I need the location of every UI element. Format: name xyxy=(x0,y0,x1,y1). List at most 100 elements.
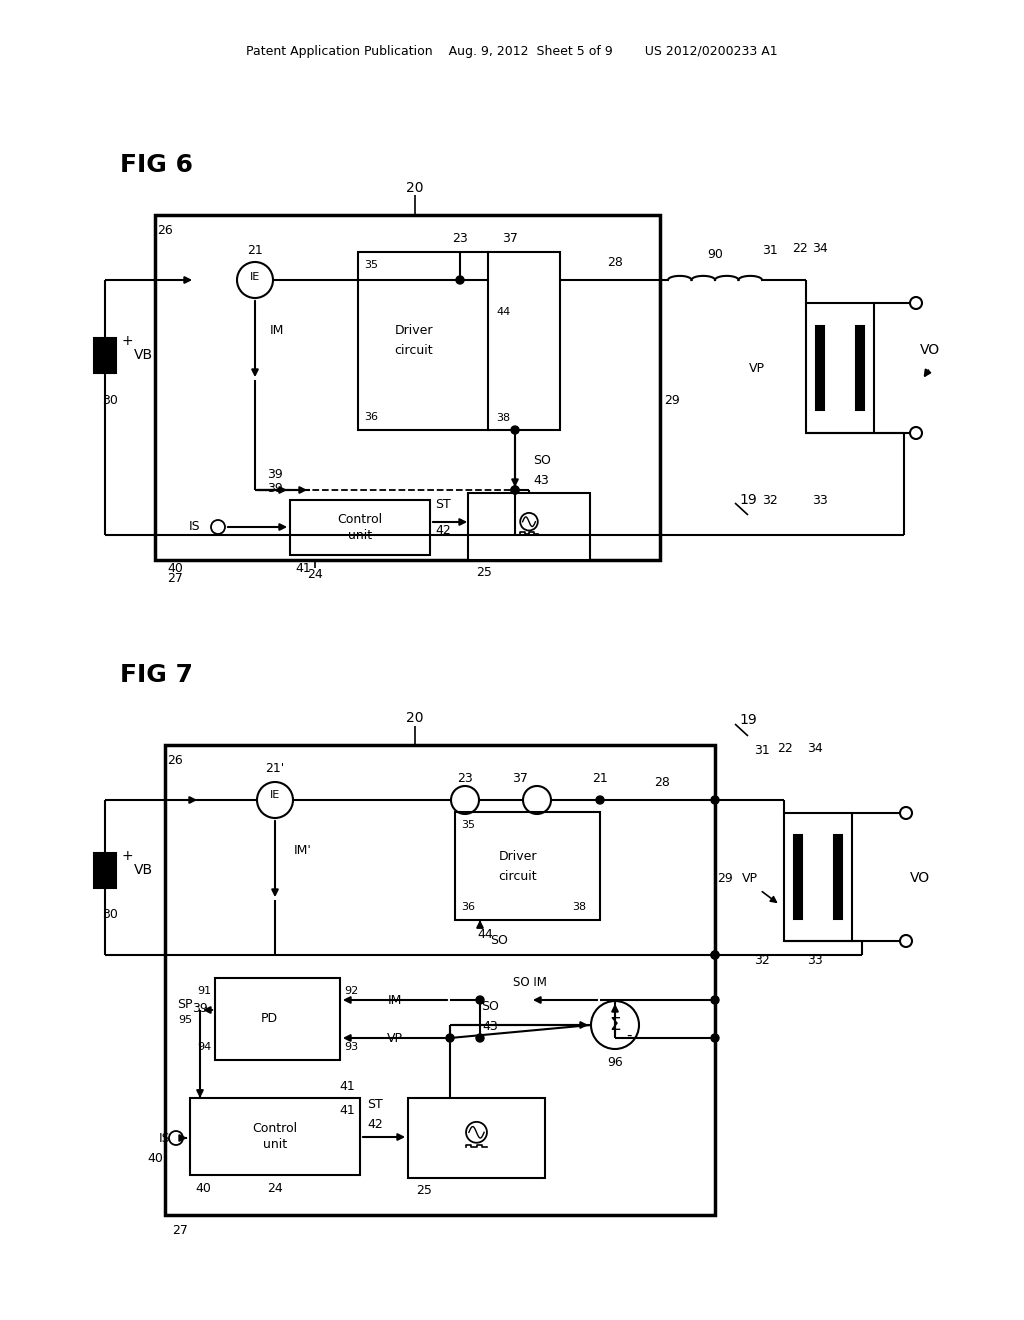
Bar xyxy=(94,853,116,887)
Text: 32: 32 xyxy=(754,953,770,966)
Text: 26: 26 xyxy=(167,754,183,767)
Text: 38: 38 xyxy=(571,902,586,912)
Text: 43: 43 xyxy=(482,1020,498,1034)
Text: 21: 21 xyxy=(247,243,263,256)
Text: IS: IS xyxy=(189,520,201,533)
Text: SO IM: SO IM xyxy=(513,977,547,990)
Bar xyxy=(358,252,490,430)
Text: VP: VP xyxy=(749,362,765,375)
Text: 96: 96 xyxy=(607,1056,623,1069)
Text: IM: IM xyxy=(388,994,402,1006)
Circle shape xyxy=(596,796,604,804)
Text: 32: 32 xyxy=(762,494,778,507)
Text: ST: ST xyxy=(368,1098,383,1111)
Text: 22: 22 xyxy=(793,242,808,255)
Bar xyxy=(816,326,824,411)
Text: IE: IE xyxy=(250,272,260,282)
Text: IS: IS xyxy=(159,1131,170,1144)
Bar xyxy=(408,1098,545,1177)
Text: 22: 22 xyxy=(777,742,793,755)
Text: PD: PD xyxy=(261,1012,279,1026)
Bar xyxy=(94,338,116,372)
Text: 25: 25 xyxy=(416,1184,432,1196)
Text: unit: unit xyxy=(348,529,372,543)
Bar xyxy=(290,500,430,554)
Circle shape xyxy=(711,1034,719,1041)
Bar xyxy=(856,326,864,411)
Text: VP: VP xyxy=(387,1031,403,1044)
Text: 43: 43 xyxy=(534,474,549,487)
Text: 28: 28 xyxy=(607,256,623,269)
Text: FIG 7: FIG 7 xyxy=(120,663,193,686)
Text: 28: 28 xyxy=(654,776,670,788)
Bar xyxy=(190,1098,360,1175)
Bar xyxy=(806,304,874,433)
Text: VB: VB xyxy=(133,863,153,876)
Bar xyxy=(468,492,590,560)
Text: unit: unit xyxy=(263,1138,287,1151)
Text: 44: 44 xyxy=(477,928,493,940)
Circle shape xyxy=(511,486,519,494)
Text: 31: 31 xyxy=(762,243,778,256)
Text: 92: 92 xyxy=(344,986,358,997)
Text: 37: 37 xyxy=(502,231,518,244)
Bar xyxy=(784,813,852,941)
Text: Control: Control xyxy=(253,1122,298,1135)
Text: 41: 41 xyxy=(295,562,310,576)
Text: 94: 94 xyxy=(197,1041,211,1052)
Text: 29: 29 xyxy=(665,393,680,407)
Circle shape xyxy=(711,950,719,960)
Text: 33: 33 xyxy=(812,494,827,507)
Text: 30: 30 xyxy=(102,393,118,407)
Text: 34: 34 xyxy=(807,742,823,755)
Bar xyxy=(488,252,560,430)
Text: 29: 29 xyxy=(717,871,733,884)
Text: Σ: Σ xyxy=(609,1016,621,1034)
Text: VO: VO xyxy=(910,871,930,884)
Text: Driver: Driver xyxy=(499,850,537,862)
Text: SP: SP xyxy=(177,998,193,1011)
Bar xyxy=(834,836,842,919)
Text: 23: 23 xyxy=(457,771,473,784)
Text: 19: 19 xyxy=(739,713,757,727)
Text: 95: 95 xyxy=(178,1015,193,1026)
Text: 25: 25 xyxy=(476,565,492,578)
Text: 44: 44 xyxy=(496,308,510,317)
Text: +: + xyxy=(121,334,133,348)
Text: 21: 21 xyxy=(592,771,608,784)
Text: 39: 39 xyxy=(267,469,283,482)
Text: 93: 93 xyxy=(344,1041,358,1052)
Text: 40: 40 xyxy=(195,1183,211,1196)
Text: 90: 90 xyxy=(707,248,723,261)
Bar xyxy=(455,812,600,920)
Circle shape xyxy=(476,1034,484,1041)
Circle shape xyxy=(446,1034,454,1041)
Text: ST: ST xyxy=(435,499,451,511)
Text: VO: VO xyxy=(920,343,940,356)
Text: 40: 40 xyxy=(147,1151,163,1164)
Text: 24: 24 xyxy=(267,1183,283,1196)
Text: 30: 30 xyxy=(102,908,118,921)
Text: 41: 41 xyxy=(339,1080,355,1093)
Text: 20: 20 xyxy=(407,711,424,725)
Text: VB: VB xyxy=(133,348,153,362)
Bar xyxy=(215,978,340,1060)
Text: 23: 23 xyxy=(453,231,468,244)
Text: FIG 6: FIG 6 xyxy=(120,153,193,177)
Text: 34: 34 xyxy=(812,242,827,255)
Text: 19: 19 xyxy=(739,492,757,507)
Text: 24: 24 xyxy=(307,569,323,582)
Text: 27: 27 xyxy=(172,1224,188,1237)
Text: 27: 27 xyxy=(167,572,183,585)
Text: Control: Control xyxy=(338,513,383,525)
Text: Driver: Driver xyxy=(394,325,433,338)
Circle shape xyxy=(511,426,519,434)
Bar xyxy=(155,215,660,560)
Text: 39: 39 xyxy=(267,482,283,495)
Text: SO: SO xyxy=(481,1001,499,1014)
Text: 38: 38 xyxy=(496,413,510,422)
Text: 37: 37 xyxy=(512,771,528,784)
Text: circuit: circuit xyxy=(499,870,537,883)
Text: 36: 36 xyxy=(364,412,378,422)
Circle shape xyxy=(456,276,464,284)
